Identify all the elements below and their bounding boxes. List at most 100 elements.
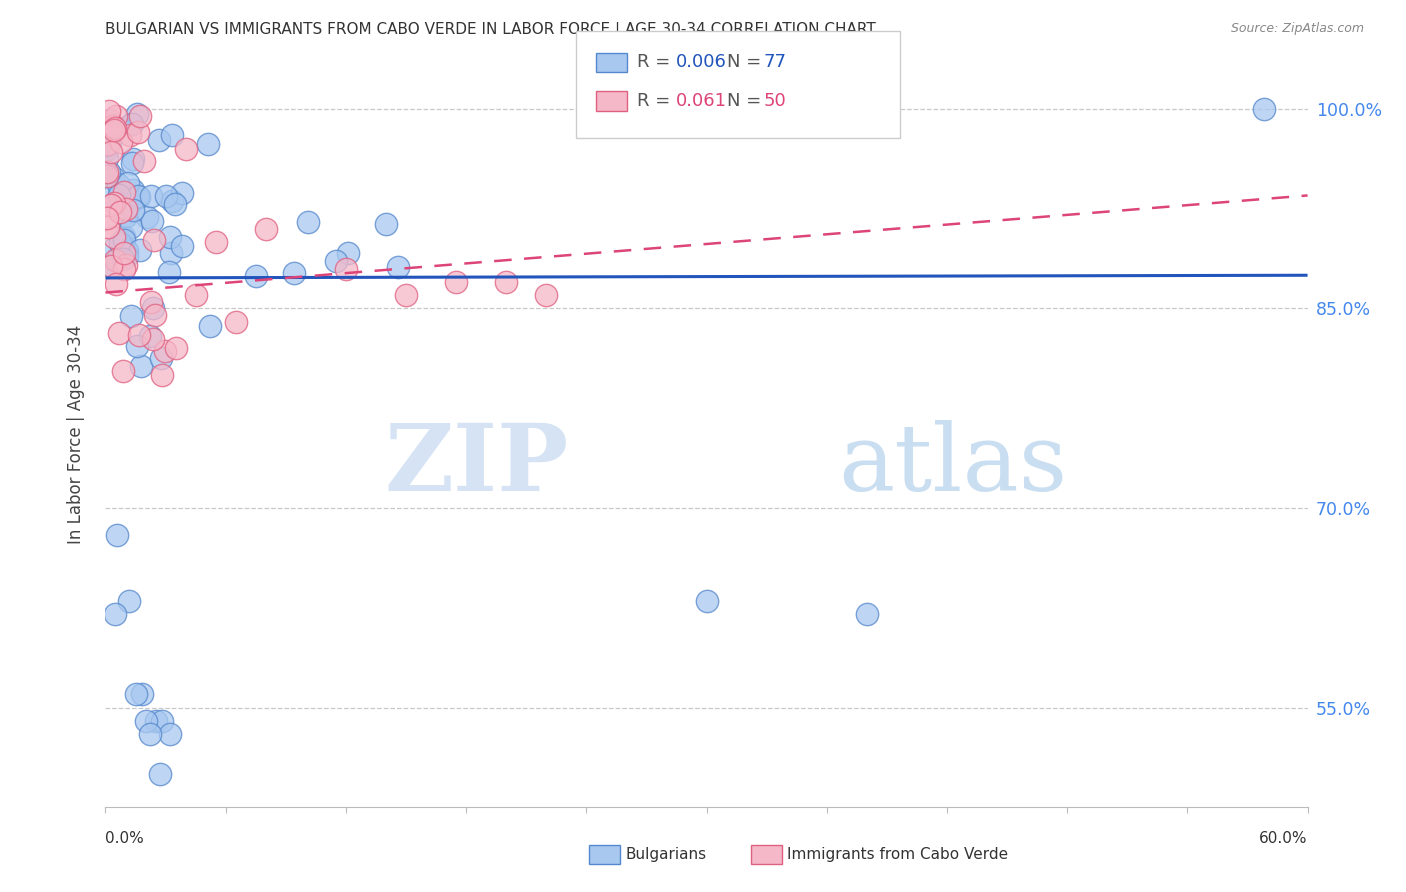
Point [115, 244, 138, 259]
Point [96, 125, 118, 139]
Point [128, 109, 150, 123]
Point [112, 246, 135, 260]
Point [112, 230, 135, 244]
Point [395, 288, 418, 302]
Point [108, 187, 131, 202]
Point [387, 260, 409, 275]
Point [375, 217, 398, 231]
Point [155, 189, 177, 203]
Point [162, 128, 184, 143]
Point [139, 329, 162, 343]
Point [132, 154, 155, 169]
Point [135, 210, 157, 224]
Point [117, 176, 139, 190]
Text: Immigrants from Cabo Verde: Immigrants from Cabo Verde [787, 847, 1008, 862]
Text: R =: R = [637, 54, 676, 71]
Point [118, 594, 141, 608]
Point [120, 128, 142, 142]
Text: N =: N = [727, 54, 766, 71]
Y-axis label: In Labor Force | Age 30-34: In Labor Force | Age 30-34 [66, 326, 84, 544]
Point [100, 197, 122, 211]
Point [96, 165, 118, 179]
Point [138, 727, 160, 741]
Point [696, 594, 718, 608]
Point [139, 189, 162, 203]
Point [104, 277, 127, 292]
Point [139, 295, 162, 310]
Point [1253, 102, 1275, 116]
Point [96, 142, 118, 156]
Point [122, 183, 145, 197]
Point [101, 169, 124, 184]
Point [96, 152, 118, 166]
Point [131, 687, 153, 701]
Point [110, 235, 132, 250]
Point [165, 197, 187, 211]
Point [100, 259, 122, 273]
Point [283, 266, 305, 280]
Point [855, 607, 877, 622]
Text: N =: N = [727, 92, 766, 110]
Point [150, 351, 173, 365]
Point [103, 123, 125, 137]
Point [174, 142, 197, 156]
Point [225, 315, 247, 329]
Point [107, 177, 129, 191]
Text: 77: 77 [763, 54, 786, 71]
Point [115, 249, 138, 263]
Point [159, 230, 181, 244]
Point [98, 258, 121, 272]
Point [198, 319, 221, 334]
Point [128, 328, 150, 343]
Point [110, 135, 132, 149]
Point [150, 714, 173, 728]
Point [103, 230, 125, 244]
Point [97, 219, 120, 234]
Point [115, 195, 138, 210]
Point [100, 145, 122, 159]
Point [111, 364, 134, 378]
Point [112, 233, 135, 247]
Point [115, 209, 138, 223]
Point [98, 135, 121, 149]
Point [172, 239, 194, 253]
Text: BULGARIAN VS IMMIGRANTS FROM CABO VERDE IN LABOR FORCE | AGE 30-34 CORRELATION C: BULGARIAN VS IMMIGRANTS FROM CABO VERDE … [105, 22, 876, 38]
Point [125, 106, 148, 120]
Point [104, 253, 127, 268]
Point [127, 339, 149, 353]
Point [96, 169, 118, 183]
Point [101, 188, 124, 202]
Text: R =: R = [637, 92, 676, 110]
Point [142, 301, 165, 315]
Point [121, 156, 143, 170]
Point [141, 214, 163, 228]
Point [127, 189, 149, 203]
Text: ZIP: ZIP [384, 419, 568, 509]
Point [165, 342, 187, 356]
Point [122, 203, 145, 218]
Point [115, 202, 138, 216]
Point [157, 265, 180, 279]
Text: 60.0%: 60.0% [1260, 831, 1308, 846]
Point [150, 368, 173, 382]
Point [155, 344, 177, 359]
Point [204, 235, 226, 249]
Point [100, 112, 122, 127]
Point [245, 269, 267, 284]
Text: 0.061: 0.061 [676, 92, 727, 110]
Point [103, 243, 125, 257]
Point [124, 687, 146, 701]
Point [254, 221, 277, 235]
Point [103, 195, 125, 210]
Text: Bulgarians: Bulgarians [626, 847, 707, 862]
Point [142, 332, 165, 346]
Point [148, 133, 170, 147]
Point [325, 254, 347, 268]
Point [120, 220, 142, 235]
Point [129, 359, 152, 374]
Point [120, 117, 142, 131]
Point [297, 215, 319, 229]
Point [197, 136, 219, 151]
Point [121, 117, 143, 131]
Point [107, 527, 129, 541]
